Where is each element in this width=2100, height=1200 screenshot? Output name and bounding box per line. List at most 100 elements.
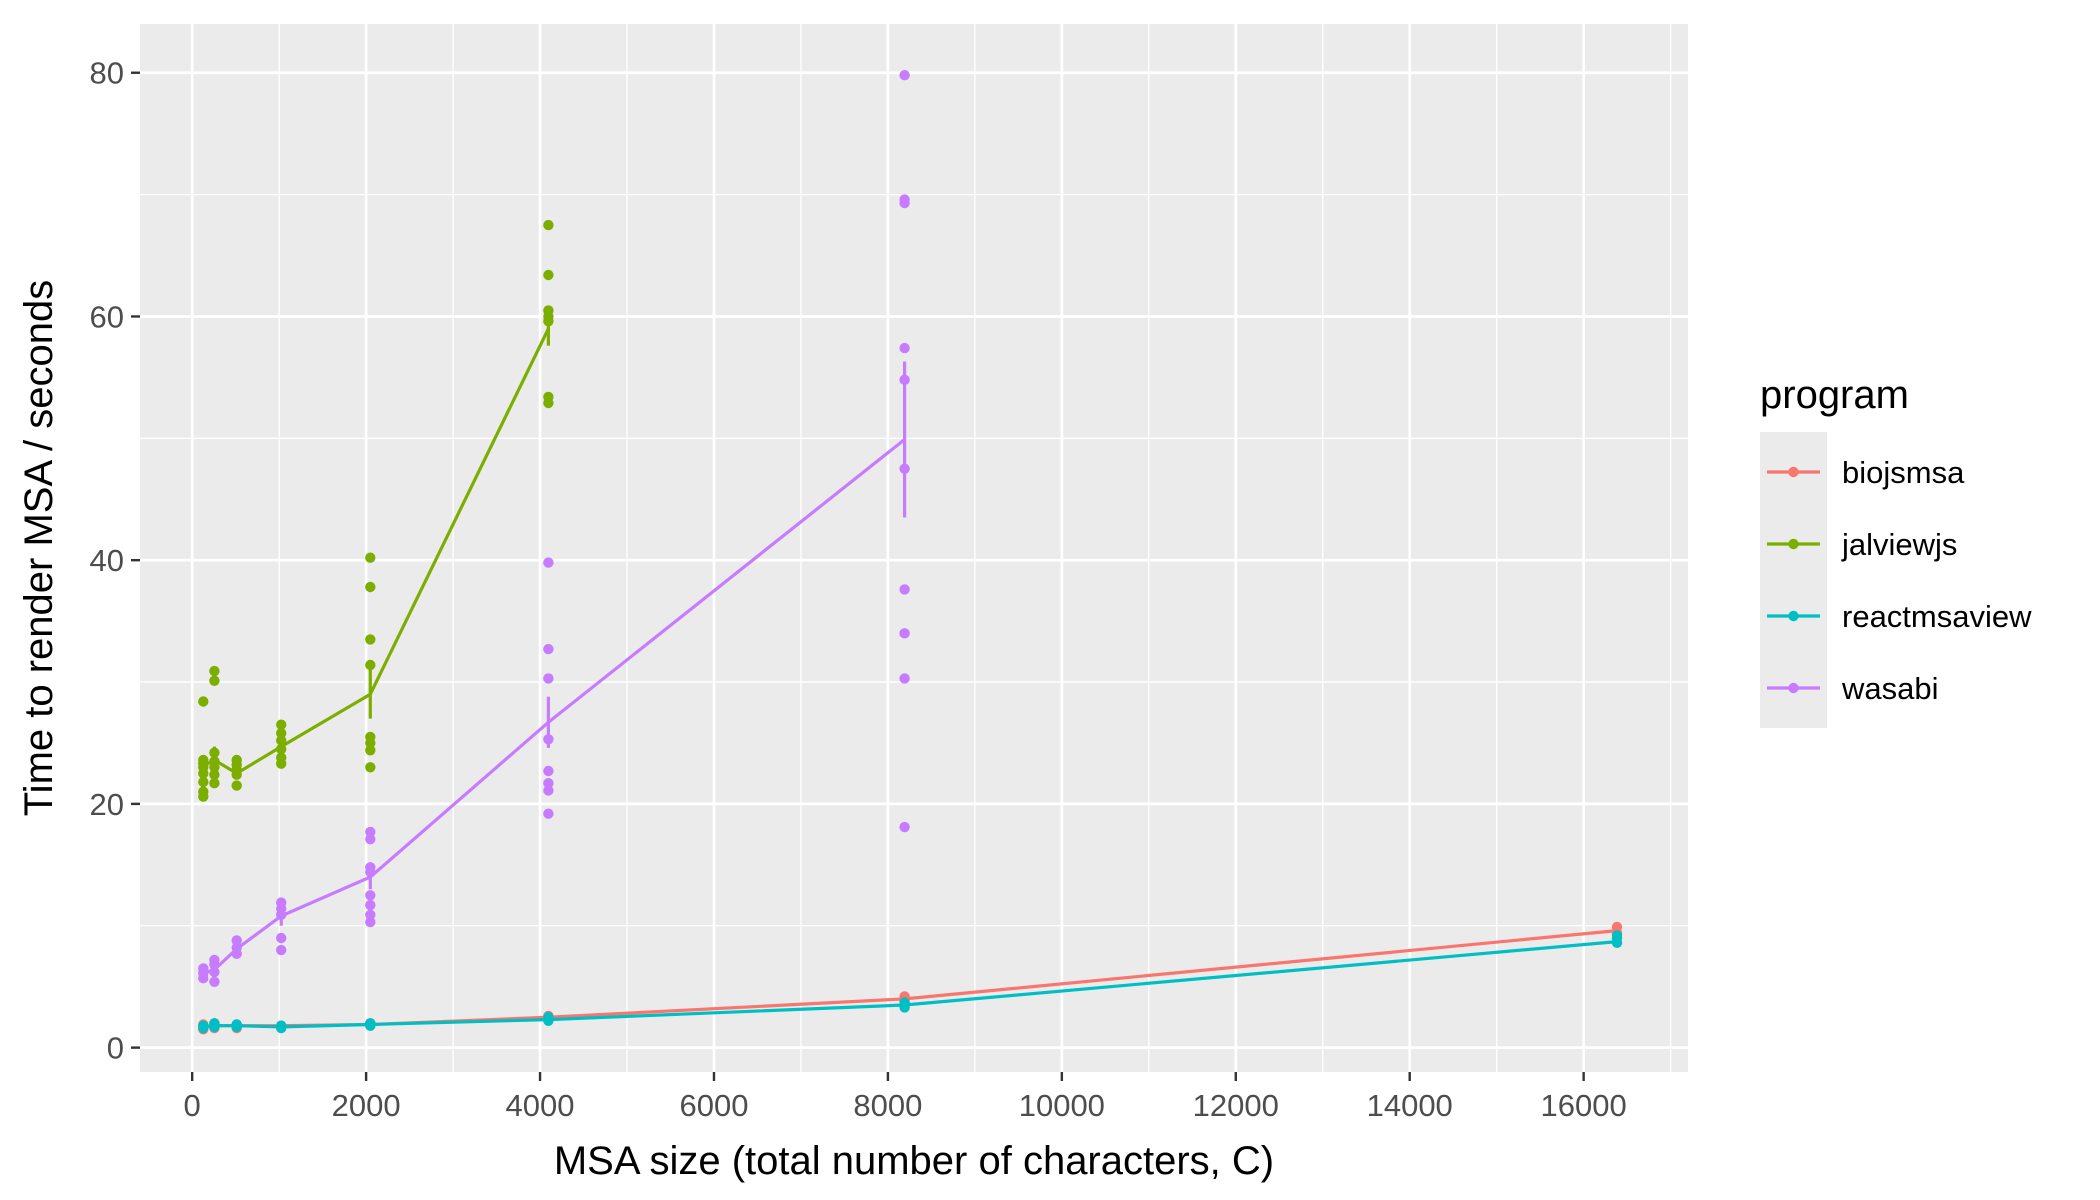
data-point: [276, 944, 287, 956]
data-point: [899, 70, 910, 81]
data-point: [543, 643, 554, 655]
data-point: [231, 1019, 242, 1030]
data-point: [209, 756, 220, 767]
data-point: [899, 584, 910, 595]
data-point: [198, 754, 209, 766]
y-axis-title: Time to render MSA / seconds: [17, 280, 61, 817]
data-point: [231, 935, 242, 946]
data-point: [899, 673, 910, 684]
legend-key-point: [1788, 466, 1799, 478]
data-point: [209, 769, 220, 780]
data-point: [198, 1020, 209, 1031]
y-tick-label: 0: [107, 1031, 124, 1066]
data-point: [1611, 930, 1623, 941]
data-point: [543, 557, 554, 568]
data-point: [209, 966, 220, 978]
data-point: [543, 778, 554, 789]
legend-key-background: [1760, 432, 1827, 728]
data-point: [899, 821, 910, 833]
data-point: [276, 735, 287, 746]
legend-items: biojsmsa jalviewjs reactmsaview wasabi: [1767, 455, 2032, 706]
legend-label: jalviewjs: [1841, 527, 1957, 562]
data-point: [899, 374, 910, 385]
data-point: [365, 909, 376, 920]
legend-key-point: [1788, 538, 1799, 550]
y-tick-label: 80: [90, 56, 124, 91]
data-point: [543, 391, 554, 403]
legend-item-jalviewjs: jalviewjs: [1767, 527, 1957, 562]
data-point: [543, 765, 554, 777]
data-point: [365, 890, 376, 901]
data-point: [899, 463, 910, 474]
data-point: [543, 808, 554, 819]
data-point: [276, 743, 287, 755]
legend: program biojsmsa jalviewjs reactmsaview was…: [1760, 373, 2032, 728]
data-point: [276, 1020, 287, 1031]
data-point: [231, 754, 242, 766]
y-tick-label: 20: [90, 787, 124, 822]
data-point: [231, 780, 242, 791]
x-tick-label: 8000: [853, 1088, 922, 1123]
data-point: [209, 778, 220, 789]
data-point: [899, 628, 910, 639]
grid-lines: [140, 24, 1688, 1072]
legend-label: biojsmsa: [1842, 455, 1965, 490]
x-tick-label: 14000: [1367, 1088, 1453, 1123]
x-tick-label: 12000: [1193, 1088, 1279, 1123]
data-point: [276, 719, 287, 730]
data-point: [209, 665, 220, 677]
data-point: [276, 897, 287, 908]
y-tick-label: 60: [90, 299, 124, 334]
data-point: [1611, 921, 1623, 933]
data-point: [899, 194, 910, 205]
data-point: [209, 747, 220, 758]
x-tick-label: 2000: [332, 1088, 401, 1123]
data-point: [365, 552, 376, 563]
data-point: [198, 776, 209, 788]
x-axis-title: MSA size (total number of characters, C): [554, 1139, 1274, 1183]
data-point: [365, 745, 376, 756]
legend-label: reactmsaview: [1842, 599, 2032, 634]
data-point: [276, 932, 287, 944]
series-wasabi: [198, 70, 910, 987]
data-point: [209, 675, 220, 686]
data-point: [543, 673, 554, 684]
plot-panel: [140, 24, 1688, 1072]
x-tick-label: 16000: [1541, 1088, 1627, 1123]
legend-item-wasabi: wasabi: [1767, 671, 1939, 706]
data-point: [365, 862, 376, 873]
data-point: [365, 659, 376, 671]
x-tick-label: 6000: [679, 1088, 748, 1123]
data-point: [276, 752, 287, 763]
legend-key-point: [1788, 682, 1799, 694]
data-series: [198, 70, 1623, 1035]
data-point: [209, 954, 220, 966]
y-tick-label: 40: [90, 543, 124, 578]
data-point: [899, 342, 910, 354]
data-point: [543, 219, 554, 231]
data-point: [365, 762, 376, 773]
legend-key-point: [1788, 610, 1799, 622]
data-point: [543, 785, 554, 796]
series-jalviewjs: [198, 219, 554, 802]
data-point: [543, 734, 554, 745]
data-point: [365, 581, 376, 593]
legend-item-reactmsaview: reactmsaview: [1767, 599, 2032, 634]
data-point: [198, 696, 209, 707]
data-point: [543, 1012, 554, 1023]
data-point: [543, 269, 554, 281]
data-point: [365, 1018, 376, 1029]
axis-ticks: 0 2000 4000 6000 8000 10000 12000 14000 16000 0 20…: [90, 56, 1627, 1123]
data-point: [276, 728, 287, 739]
x-tick-label: 0: [184, 1088, 201, 1123]
data-point: [365, 916, 376, 928]
data-point: [365, 634, 376, 645]
series-reactmsaview: [198, 930, 1623, 1034]
x-tick-label: 10000: [1019, 1088, 1105, 1123]
legend-item-biojsmsa: biojsmsa: [1767, 455, 1965, 490]
data-point: [365, 826, 376, 838]
x-tick-label: 4000: [506, 1088, 575, 1123]
data-point: [231, 942, 242, 953]
